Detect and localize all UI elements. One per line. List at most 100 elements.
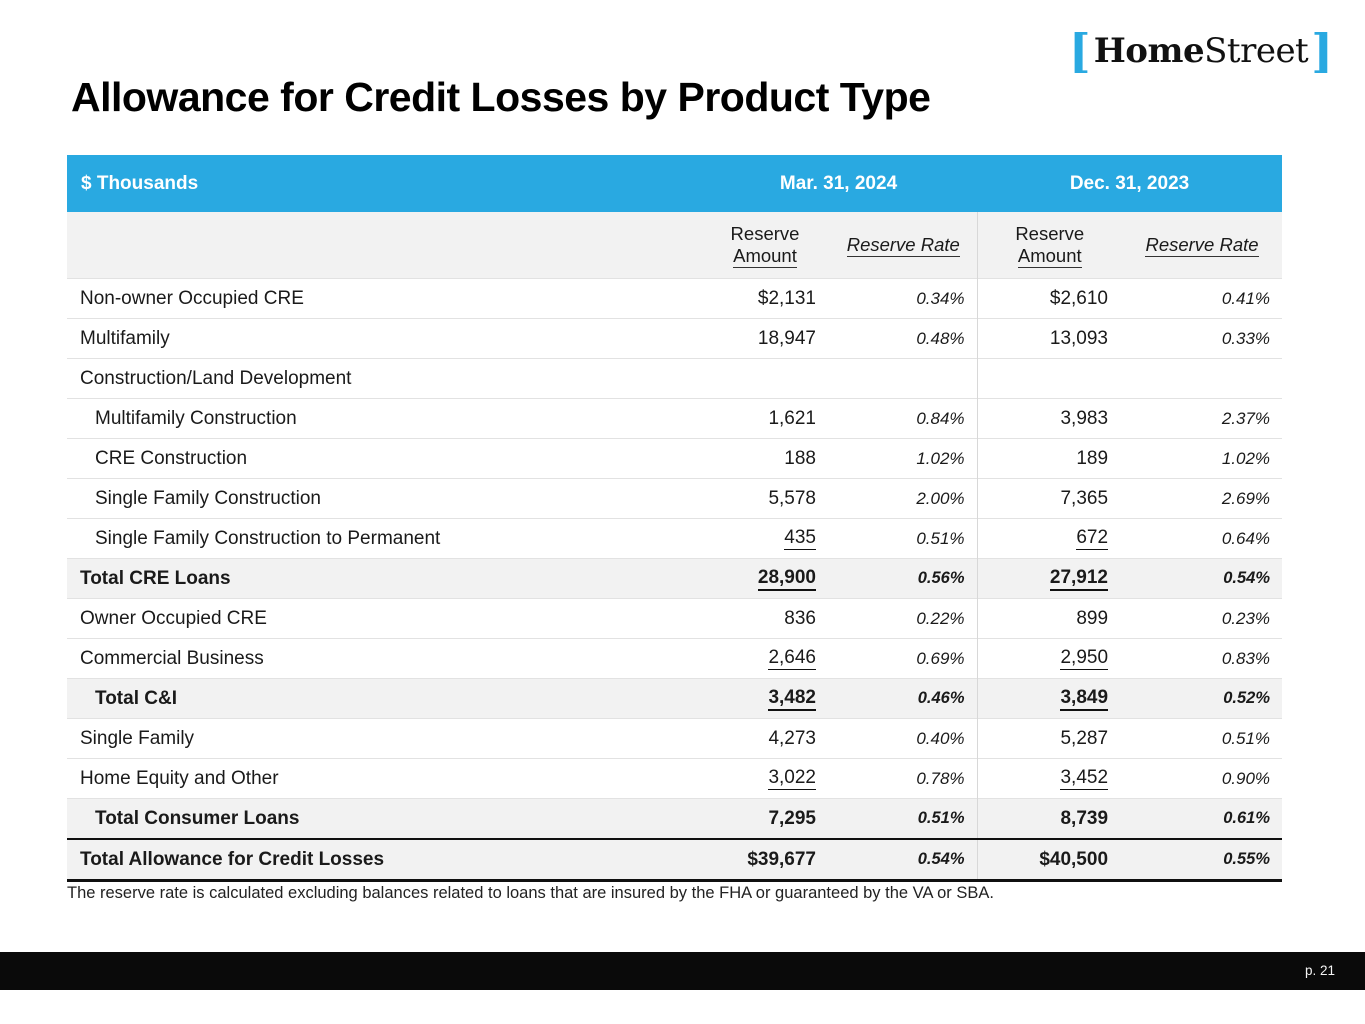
units-label: $ Thousands — [67, 155, 700, 212]
reserve-amount-dec-2023-value: 3,849 — [1060, 687, 1109, 711]
row-label: Non-owner Occupied CRE — [67, 278, 700, 319]
reserve-rate-mar-2024: 0.48% — [830, 318, 978, 359]
reserve-rate-mar-2024: 0.46% — [830, 678, 978, 719]
reserve-amount-mar-2024: 5,578 — [700, 478, 830, 519]
table-row: Home Equity and Other 3,022 0.78% 3,452 0.90… — [67, 758, 1283, 799]
reserve-rate-dec-2023: 0.54% — [1122, 558, 1283, 599]
reserve-rate-mar-2024: 0.22% — [830, 598, 978, 639]
reserve-amount-word2: Amount — [733, 245, 797, 268]
reserve-amount-dec-2023: 2,950 — [976, 638, 1123, 679]
reserve-rate-mar-2024: 1.02% — [830, 438, 978, 479]
logo-left-bracket-icon: [ — [1068, 24, 1091, 78]
row-label: Total Allowance for Credit Losses — [67, 838, 700, 882]
reserve-amount-dec-2023: 3,849 — [976, 678, 1123, 719]
reserve-amount-dec-2023: $40,500 — [976, 838, 1123, 882]
reserve-amount-word2b: Amount — [1017, 245, 1082, 268]
row-label: Home Equity and Other — [67, 758, 700, 799]
reserve-rate-label1: Reserve Rate — [846, 233, 960, 257]
reserve-rate-header-2: Reserve Rate — [1122, 212, 1283, 279]
reserve-rate-dec-2023: 1.02% — [1122, 438, 1283, 479]
reserve-amount-dec-2023: 13,093 — [976, 318, 1123, 359]
credit-losses-table: $ Thousands Mar. 31, 2024 Dec. 31, 2023 … — [67, 155, 1283, 882]
table-row: Owner Occupied CRE 836 0.22% 899 0.23% — [67, 598, 1283, 639]
reserve-amount-mar-2024: 836 — [700, 598, 830, 639]
logo-word-home: Home — [1093, 31, 1205, 71]
row-label: Commercial Business — [67, 638, 700, 679]
logo-right-bracket-icon: ] — [1311, 24, 1333, 78]
table-row: Single Family 4,273 0.40% 5,287 0.51% — [67, 718, 1283, 759]
reserve-amount-dec-2023: 672 — [976, 518, 1123, 559]
reserve-amount-mar-2024 — [700, 358, 830, 399]
table-row: Multifamily 18,947 0.48% 13,093 0.33% — [67, 318, 1283, 359]
row-label: Multifamily Construction — [67, 398, 700, 439]
row-label: Multifamily — [67, 318, 700, 359]
reserve-amount-dec-2023: 5,287 — [976, 718, 1123, 759]
column-header-row: Reserve Amount Reserve Rate Reserve Amount… — [67, 212, 1283, 279]
reserve-amount-mar-2024: 28,900 — [700, 558, 830, 599]
empty-header-cell — [67, 212, 700, 279]
reserve-rate-dec-2023: 2.37% — [1122, 398, 1283, 439]
table-row: Total C&I 3,482 0.46% 3,849 0.52% — [67, 678, 1283, 719]
reserve-rate-dec-2023: 0.41% — [1122, 278, 1283, 319]
reserve-amount-mar-2024: 435 — [700, 518, 830, 559]
reserve-rate-header-1: Reserve Rate — [830, 212, 978, 279]
reserve-amount-dec-2023: 3,452 — [976, 758, 1123, 799]
reserve-rate-mar-2024 — [830, 358, 978, 399]
table-row: Commercial Business 2,646 0.69% 2,950 0.83% — [67, 638, 1283, 679]
reserve-rate-dec-2023: 0.64% — [1122, 518, 1283, 559]
reserve-amount-dec-2023: 8,739 — [976, 798, 1123, 839]
table-row: Construction/Land Development — [67, 358, 1283, 399]
reserve-amount-mar-2024: $39,677 — [700, 838, 830, 882]
period-header-mar-2024: Mar. 31, 2024 — [700, 155, 978, 212]
reserve-rate-mar-2024: 0.40% — [830, 718, 978, 759]
row-label: Single Family Construction to Permanent — [67, 518, 700, 559]
table-header-row: $ Thousands Mar. 31, 2024 Dec. 31, 2023 — [67, 155, 1283, 212]
reserve-amount-mar-2024-value: 3,022 — [768, 767, 816, 790]
reserve-amount-dec-2023: 899 — [976, 598, 1123, 639]
reserve-rate-mar-2024: 0.34% — [830, 278, 978, 319]
reserve-amount-dec-2023-value: 27,912 — [1049, 567, 1109, 591]
row-label: Total C&I — [67, 678, 700, 719]
row-label: Owner Occupied CRE — [67, 598, 700, 639]
row-label: Single Family — [67, 718, 700, 759]
row-label: Total Consumer Loans — [67, 798, 700, 839]
reserve-amount-mar-2024: 18,947 — [700, 318, 830, 359]
reserve-amount-mar-2024-value: 28,900 — [757, 567, 816, 591]
reserve-rate-dec-2023: 0.83% — [1122, 638, 1283, 679]
reserve-rate-dec-2023: 0.52% — [1122, 678, 1283, 719]
reserve-rate-mar-2024: 2.00% — [830, 478, 978, 519]
reserve-amount-header-2: Reserve Amount — [976, 212, 1123, 279]
reserve-rate-dec-2023: 0.33% — [1122, 318, 1283, 359]
reserve-rate-mar-2024: 0.51% — [830, 518, 978, 559]
reserve-amount-mar-2024: 3,482 — [700, 678, 830, 719]
reserve-rate-dec-2023 — [1122, 358, 1283, 399]
row-label: Single Family Construction — [67, 478, 700, 519]
reserve-amount-mar-2024: 2,646 — [700, 638, 830, 679]
table-row: Multifamily Construction 1,621 0.84% 3,983 2… — [67, 398, 1283, 439]
table-row: Total CRE Loans 28,900 0.56% 27,912 0.54% — [67, 558, 1283, 599]
reserve-rate-mar-2024: 0.54% — [830, 838, 978, 882]
reserve-amount-dec-2023-value: 3,452 — [1060, 767, 1109, 790]
reserve-amount-dec-2023: $2,610 — [976, 278, 1123, 319]
table-row: Single Family Construction 5,578 2.00% 7,36… — [67, 478, 1283, 519]
reserve-amount-mar-2024: $2,131 — [700, 278, 830, 319]
footer-bar: p. 21 — [0, 952, 1365, 990]
table-row: Total Consumer Loans 7,295 0.51% 8,739 0.61% — [67, 798, 1283, 839]
reserve-rate-mar-2024: 0.84% — [830, 398, 978, 439]
reserve-rate-mar-2024: 0.51% — [830, 798, 978, 839]
reserve-amount-word1b: Reserve — [1015, 222, 1085, 244]
row-label: Construction/Land Development — [67, 358, 700, 399]
reserve-rate-dec-2023: 2.69% — [1122, 478, 1283, 519]
reserve-amount-mar-2024: 3,022 — [700, 758, 830, 799]
reserve-amount-mar-2024: 7,295 — [700, 798, 830, 839]
reserve-amount-dec-2023 — [976, 358, 1123, 399]
reserve-amount-header-1: Reserve Amount — [700, 212, 830, 279]
logo-word-street: Street — [1204, 31, 1309, 71]
reserve-amount-dec-2023: 3,983 — [976, 398, 1123, 439]
homestreet-logo: [ HomeStreet ] — [1069, 28, 1333, 74]
reserve-amount-mar-2024: 1,621 — [700, 398, 830, 439]
page-number: p. 21 — [1304, 963, 1335, 978]
reserve-amount-dec-2023: 7,365 — [976, 478, 1123, 519]
row-label: Total CRE Loans — [67, 558, 700, 599]
